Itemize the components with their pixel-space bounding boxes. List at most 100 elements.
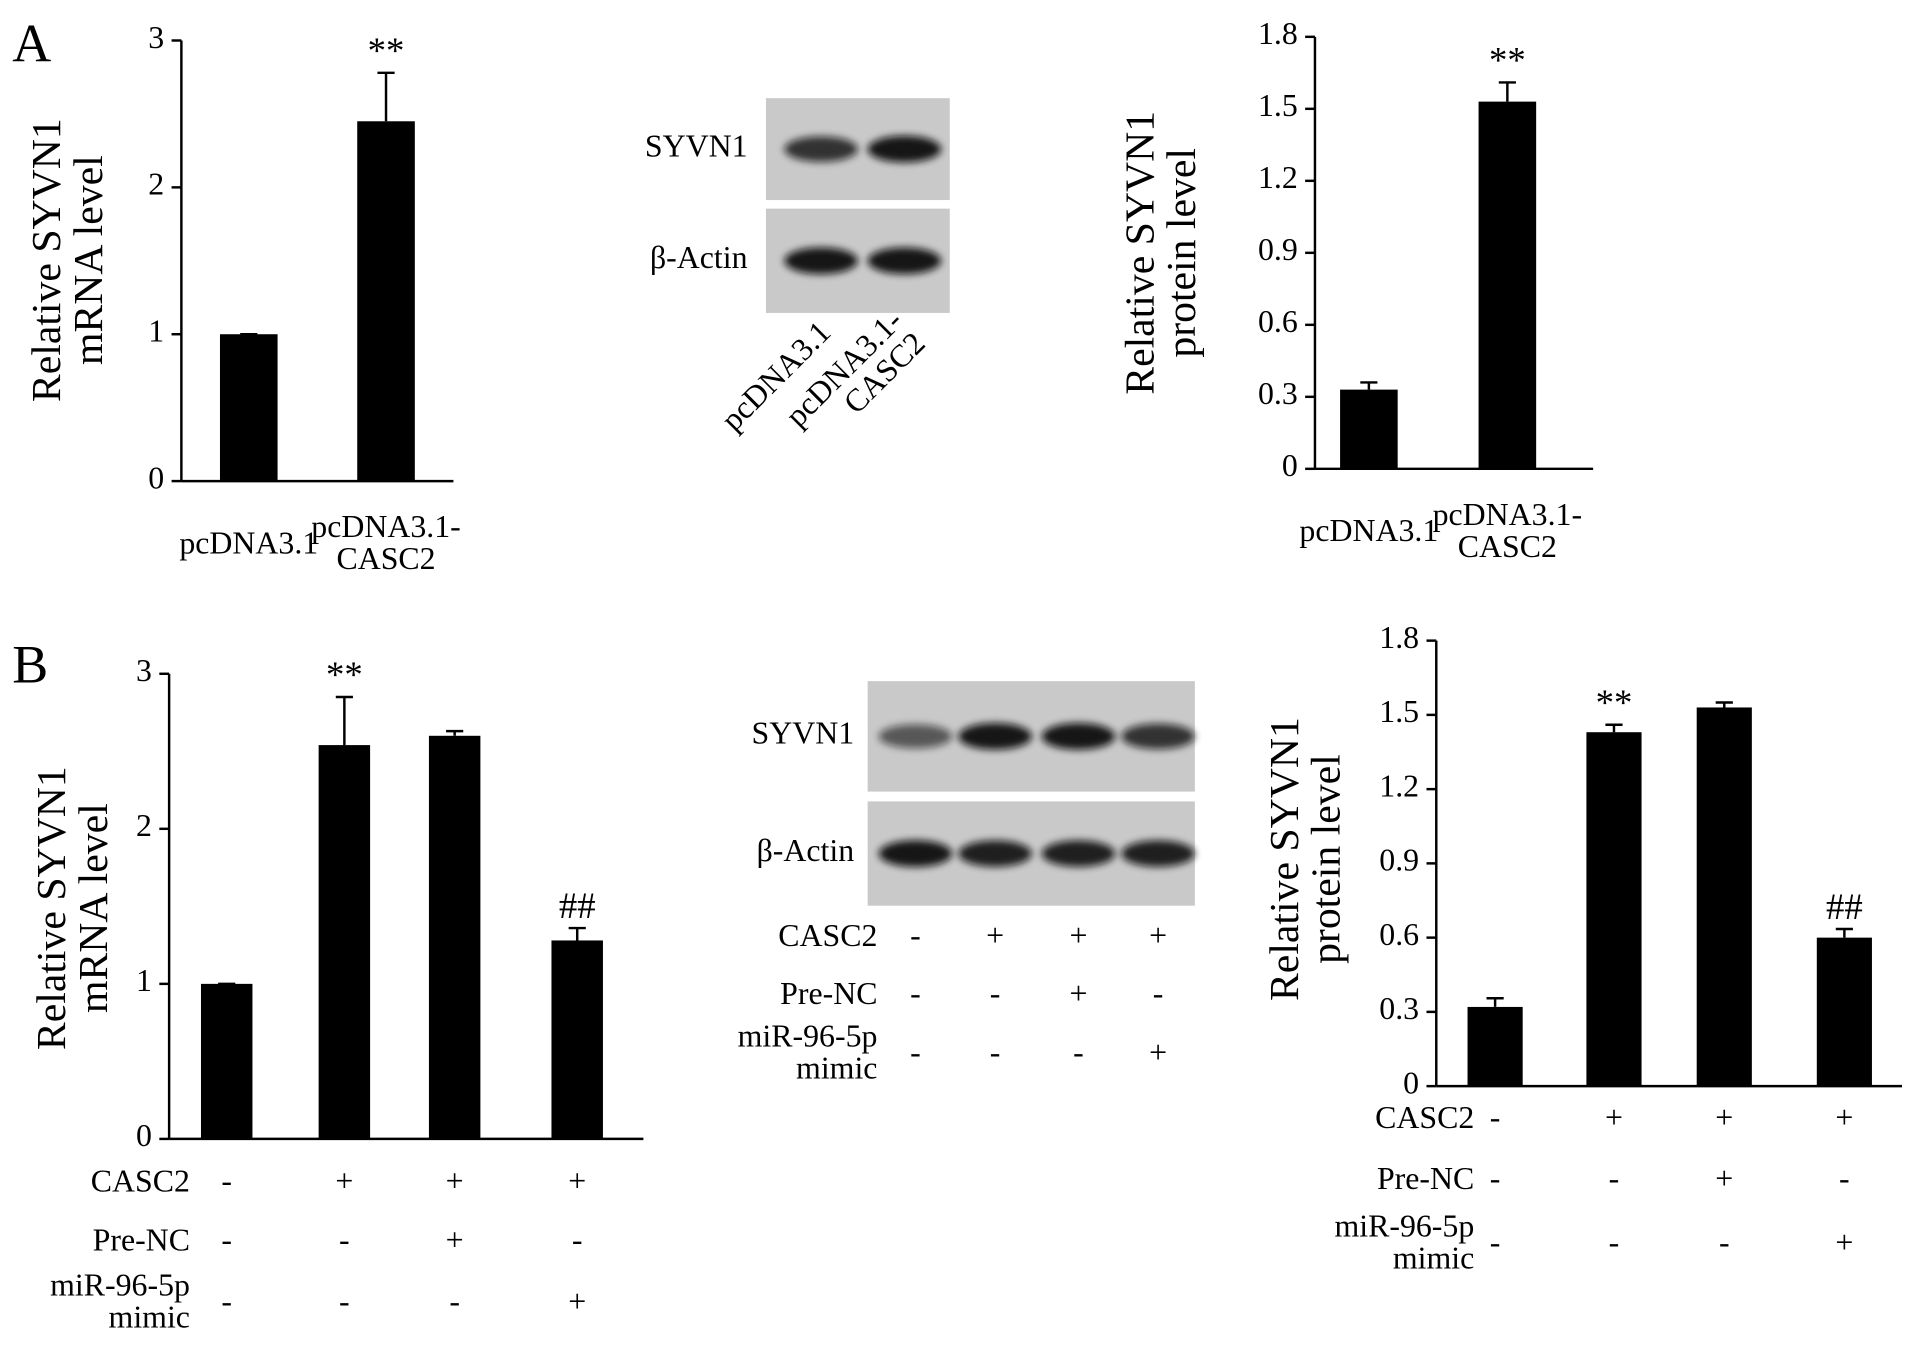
x-tick-label: pcDNA3.1-CASC2 — [1433, 497, 1583, 564]
blot-band — [1041, 840, 1116, 867]
significance-label: ** — [368, 30, 405, 71]
blot-row-label: SYVN1 — [645, 128, 748, 163]
significance-label: ## — [1826, 886, 1863, 927]
blot-band — [878, 840, 953, 867]
y-tick-label: 0 — [1403, 1065, 1419, 1100]
bar — [428, 735, 481, 1139]
condition-mark: + — [1069, 918, 1087, 953]
condition-label: miR-96-5p mimic — [50, 1268, 190, 1335]
y-tick-label: 0.6 — [1258, 304, 1298, 339]
y-tick-label: 0 — [1282, 448, 1298, 483]
condition-mark: - — [1490, 1161, 1501, 1196]
error-bar — [335, 695, 353, 746]
y-axis-label: Relative SYVN1protein level — [1262, 717, 1350, 1001]
blot-band — [1041, 723, 1116, 750]
bar — [1586, 732, 1642, 1087]
condition-mark: + — [1835, 1100, 1853, 1135]
condition-label: Pre-NC — [93, 1223, 190, 1258]
x-tick-label: pcDNA3.1 — [179, 525, 318, 560]
bar — [1340, 389, 1398, 469]
condition-mark: + — [986, 918, 1004, 953]
condition-mark: - — [221, 1164, 232, 1199]
y-tick-label: 1.8 — [1258, 16, 1298, 51]
condition-mark: - — [910, 918, 921, 953]
blot-band — [784, 136, 858, 162]
bar — [357, 121, 415, 482]
y-tick-label: 1.8 — [1379, 620, 1419, 655]
bar — [219, 334, 278, 482]
condition-mark: - — [1153, 976, 1164, 1011]
blot-band — [867, 135, 942, 163]
error-bar — [1715, 701, 1733, 708]
blot-band — [958, 723, 1032, 750]
error-bar — [1605, 723, 1623, 733]
bar — [200, 983, 253, 1139]
blot-row-label: β-Actin — [650, 240, 748, 275]
condition-mark: - — [339, 1223, 350, 1258]
condition-label: CASC2 — [778, 918, 877, 953]
condition-label: miR-96-5p mimic — [1334, 1209, 1474, 1276]
y-tick-label: 0.3 — [1258, 376, 1298, 411]
significance-label: ** — [1489, 40, 1526, 81]
condition-mark: - — [990, 1035, 1001, 1070]
y-tick-label: 3 — [148, 20, 164, 55]
y-tick-label: 0.3 — [1379, 991, 1419, 1026]
y-tick-label: 1.5 — [1258, 88, 1298, 123]
condition-mark: - — [339, 1284, 350, 1319]
y-axis-label: Relative SYVN1mRNA level — [29, 766, 117, 1050]
blot-band — [1121, 840, 1195, 867]
bar — [551, 940, 603, 1139]
blot-band — [867, 247, 942, 275]
condition-mark: + — [335, 1164, 353, 1199]
y-tick-label: 3 — [136, 653, 152, 688]
y-tick-label: 2 — [136, 808, 152, 843]
condition-mark: + — [1715, 1161, 1733, 1196]
y-tick-label: 1.2 — [1379, 768, 1419, 803]
blot-band — [878, 724, 953, 749]
condition-mark: + — [568, 1164, 586, 1199]
condition-mark: - — [1490, 1100, 1501, 1135]
blot-row-label: β-Actin — [757, 833, 855, 868]
condition-label: Pre-NC — [1377, 1161, 1474, 1196]
blot-band — [784, 247, 858, 275]
condition-mark: - — [1839, 1161, 1850, 1196]
condition-label: Pre-NC — [780, 976, 877, 1011]
blot-band — [1121, 723, 1195, 750]
condition-mark: + — [568, 1284, 586, 1319]
condition-mark: + — [1149, 918, 1167, 953]
condition-mark: - — [910, 1035, 921, 1070]
y-tick-label: 0.9 — [1258, 232, 1298, 267]
error-bar — [1498, 81, 1516, 102]
y-tick-label: 0 — [148, 460, 164, 495]
blot-row-label: SYVN1 — [752, 716, 855, 751]
error-bar — [568, 926, 586, 941]
bar — [1816, 937, 1872, 1087]
y-axis-label: Relative SYVN1protein level — [1117, 111, 1205, 395]
significance-label: ** — [326, 654, 363, 695]
significance-label: ## — [559, 885, 596, 926]
y-tick-label: 1 — [136, 963, 152, 998]
error-bar — [446, 729, 464, 736]
panel-letter: B — [12, 634, 48, 694]
condition-mark: - — [1719, 1225, 1730, 1260]
condition-mark: - — [990, 976, 1001, 1011]
y-tick-label: 1.2 — [1258, 160, 1298, 195]
bar — [318, 745, 371, 1139]
condition-mark: - — [221, 1284, 232, 1319]
condition-mark: - — [1609, 1225, 1620, 1260]
condition-mark: - — [572, 1223, 583, 1258]
error-bar — [1835, 927, 1853, 938]
bar — [1478, 101, 1537, 469]
panel-letter: A — [12, 13, 51, 73]
condition-mark: + — [1605, 1100, 1623, 1135]
condition-mark: - — [1490, 1225, 1501, 1260]
error-bar — [1360, 381, 1378, 390]
condition-mark: + — [1149, 1035, 1167, 1070]
x-tick-label: pcDNA3.1 — [1299, 513, 1438, 548]
condition-mark: - — [1073, 1035, 1084, 1070]
y-tick-label: 1.5 — [1379, 694, 1419, 729]
condition-mark: - — [221, 1223, 232, 1258]
blot-band — [958, 840, 1032, 867]
